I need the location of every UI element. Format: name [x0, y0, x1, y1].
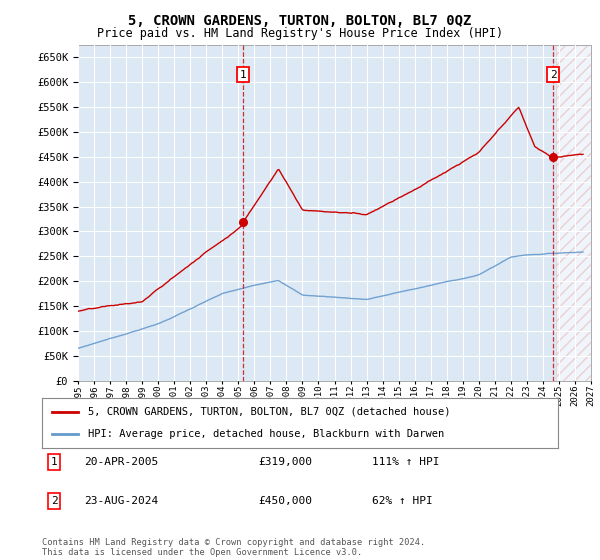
Text: £450,000: £450,000	[258, 496, 312, 506]
Text: Price paid vs. HM Land Registry's House Price Index (HPI): Price paid vs. HM Land Registry's House …	[97, 27, 503, 40]
Bar	[556, 45, 591, 381]
Text: 5, CROWN GARDENS, TURTON, BOLTON, BL7 0QZ: 5, CROWN GARDENS, TURTON, BOLTON, BL7 0Q…	[128, 14, 472, 28]
Text: £319,000: £319,000	[258, 457, 312, 467]
Text: 2: 2	[550, 69, 557, 80]
Text: HPI: Average price, detached house, Blackburn with Darwen: HPI: Average price, detached house, Blac…	[88, 429, 445, 439]
Text: 5, CROWN GARDENS, TURTON, BOLTON, BL7 0QZ (detached house): 5, CROWN GARDENS, TURTON, BOLTON, BL7 0Q…	[88, 407, 451, 417]
Text: 23-AUG-2024: 23-AUG-2024	[84, 496, 158, 506]
Text: 2: 2	[50, 496, 58, 506]
Text: 111% ↑ HPI: 111% ↑ HPI	[372, 457, 439, 467]
Text: Contains HM Land Registry data © Crown copyright and database right 2024.
This d: Contains HM Land Registry data © Crown c…	[42, 538, 425, 557]
Text: 1: 1	[50, 457, 58, 467]
Text: 20-APR-2005: 20-APR-2005	[84, 457, 158, 467]
Text: 1: 1	[240, 69, 247, 80]
Text: 62% ↑ HPI: 62% ↑ HPI	[372, 496, 433, 506]
